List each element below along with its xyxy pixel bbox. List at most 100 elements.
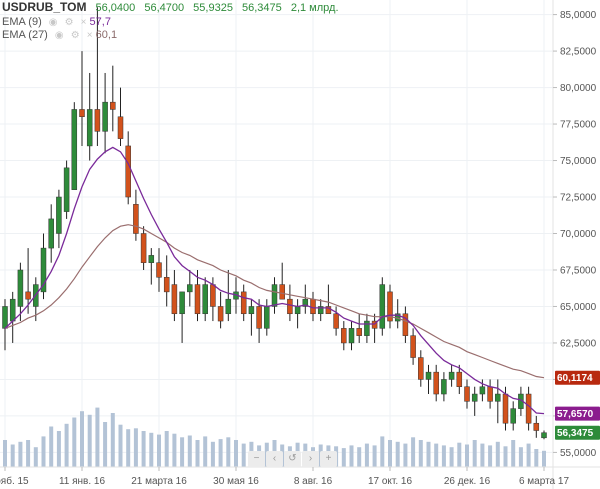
candle-body (402, 313, 409, 336)
candle-body (271, 284, 278, 307)
volume-bar (526, 443, 531, 467)
candle-body (533, 422, 540, 431)
volume-bar (49, 426, 54, 467)
candle-body (79, 109, 85, 117)
candle-body (317, 306, 324, 315)
volume-bar (426, 441, 431, 467)
candle-body (140, 233, 147, 263)
volume-bar (434, 443, 439, 467)
x-tick-label: 6 марта 17 (519, 476, 569, 487)
volume-bar (241, 443, 246, 467)
reset-button[interactable]: ↺ (284, 451, 301, 467)
candle-body (510, 408, 516, 424)
volume-bar (87, 414, 92, 467)
y-tick-label: 72,5000 (560, 193, 597, 204)
volume-bar (341, 448, 346, 467)
last-value-tag (555, 425, 600, 440)
y-tick-label: 62,5000 (560, 338, 597, 349)
zoom-out-button[interactable]: − (248, 451, 265, 467)
volume-bar (56, 431, 61, 467)
last-value-tag (555, 406, 600, 421)
candle-body (179, 291, 185, 315)
candle-body (256, 306, 262, 329)
grid-lines (0, 0, 553, 467)
volume-bar (388, 440, 392, 467)
volume-bar (180, 437, 185, 467)
close-icon[interactable]: × (80, 17, 87, 28)
eye-icon[interactable]: ◉ (54, 30, 64, 41)
candle-body (387, 291, 393, 322)
volume-bar (449, 447, 454, 467)
x-tick-label: 11 янв. 16 (59, 476, 106, 487)
candle-body (40, 247, 47, 293)
candle-body (86, 109, 93, 147)
candle-body (456, 371, 463, 387)
time-axis[interactable]: 2 нояб. 15 11 янв. 16 21 марта 16 30 мая 16… (0, 466, 600, 487)
x-tick-label: 30 мая 16 (213, 476, 259, 487)
volume-bar (480, 443, 485, 467)
volume-bar (218, 439, 223, 467)
volume-bar (518, 447, 523, 467)
volume-bar (3, 440, 7, 467)
chart-navigation: − ‹ ↺ › + (248, 451, 337, 467)
volume-bar (488, 445, 493, 467)
candle-body (294, 306, 301, 315)
volume-bar (64, 423, 69, 467)
gear-icon[interactable]: ⚙ (64, 17, 74, 28)
volume-bar (26, 440, 31, 467)
volume-bar (126, 429, 131, 467)
candle-body (110, 101, 116, 110)
y-tick-label: 67,5000 (560, 265, 597, 276)
candle-body (348, 328, 355, 344)
candle-body (464, 386, 470, 402)
zoom-in-button[interactable]: + (320, 451, 337, 467)
scroll-left-button[interactable]: ‹ (266, 451, 283, 467)
candle-body (248, 306, 255, 315)
candle-body (302, 298, 309, 307)
close-icon[interactable]: × (86, 30, 93, 41)
x-tick-label: 8 авг. 16 (294, 476, 333, 487)
x-tick-label: 17 окт. 16 (368, 476, 413, 487)
eye-icon[interactable]: ◉ (48, 17, 58, 28)
price-axis[interactable]: 55,000057,500060,000062,500065,000067,50… (553, 10, 597, 459)
candle-body (471, 393, 478, 402)
candle-body (441, 379, 447, 395)
legend-low: 55,9325 (193, 2, 233, 14)
scroll-right-button[interactable]: › (302, 451, 319, 467)
candle-body (71, 109, 78, 190)
ema-short-label[interactable]: EMA (9) (2, 16, 42, 28)
y-tick-label: 85,0000 (560, 10, 597, 21)
ema-lines (4, 146, 545, 415)
ema-long-line (4, 224, 545, 379)
candle-body (448, 371, 455, 380)
volume-bar (503, 446, 508, 467)
volume-bar (403, 443, 408, 467)
ema-short-line (4, 146, 545, 415)
candle-body (479, 386, 486, 395)
candle-body (17, 269, 24, 307)
volume-bar (226, 437, 231, 467)
candle-body (495, 393, 501, 402)
gear-icon[interactable]: ⚙ (70, 30, 80, 41)
ema-long-label[interactable]: EMA (27) (2, 29, 48, 41)
candle-body (356, 328, 362, 336)
candle-body (210, 284, 216, 307)
volume-bar (80, 411, 84, 467)
candle-body (148, 255, 155, 263)
last-value-tag-text: 57,6570 (557, 409, 594, 420)
candle-body (487, 386, 493, 402)
candle-body (202, 284, 208, 315)
volume-bar (472, 440, 477, 467)
volume-bar (141, 431, 146, 467)
volume-bar (380, 436, 385, 467)
candle-body (525, 393, 532, 424)
volume-bar (133, 428, 138, 467)
candle-body (133, 204, 139, 234)
volume-bar (210, 441, 215, 467)
volume-bar (18, 441, 23, 467)
legend-symbol[interactable]: USDRUB_TOM (2, 0, 87, 14)
volume-bar (118, 424, 123, 467)
volume-bar (534, 449, 539, 467)
